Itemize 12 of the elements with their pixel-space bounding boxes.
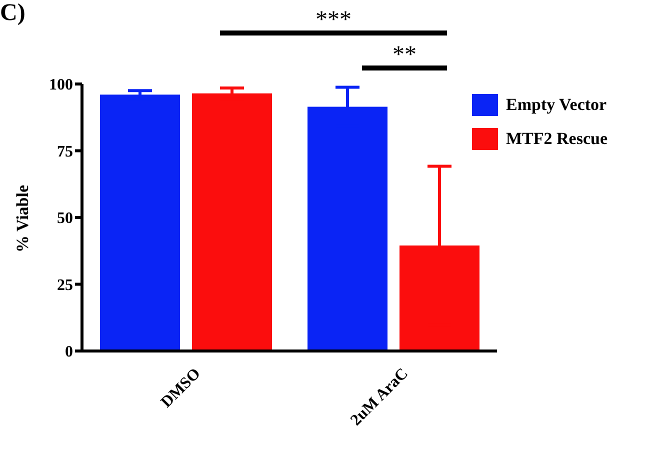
legend-label: Empty Vector xyxy=(506,95,607,115)
y-tick-label: 100 xyxy=(49,76,73,94)
legend-label: MTF2 Rescue xyxy=(506,129,608,149)
y-tick-label: 25 xyxy=(57,276,73,294)
chart-title: C) xyxy=(0,0,26,27)
y-tick-label: 50 xyxy=(57,210,73,228)
y-axis-title: % Viable xyxy=(13,184,32,252)
bar xyxy=(100,94,180,351)
y-tick-label: 75 xyxy=(57,143,73,160)
y-tick-label: 0 xyxy=(65,344,73,361)
text: ** xyxy=(392,42,416,68)
text: *** xyxy=(316,7,352,33)
